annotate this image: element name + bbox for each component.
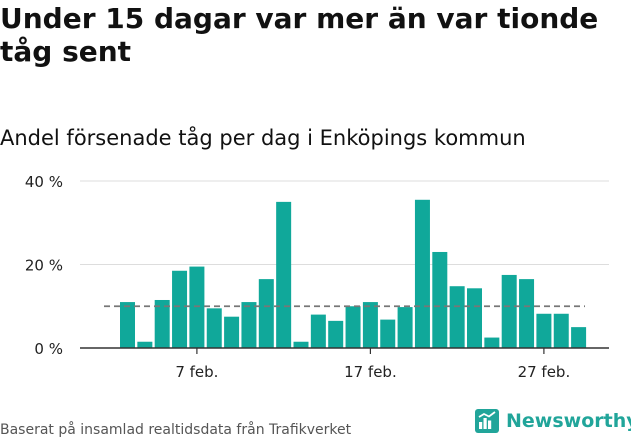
bar <box>137 341 153 348</box>
y-axis-ticks: 0 % 20 % 40 % <box>25 173 63 358</box>
x-tick-label: 27 feb. <box>518 363 571 381</box>
logo-text: Newsworthy <box>506 410 631 432</box>
bar <box>310 314 326 348</box>
newsworthy-logo: Newsworthy <box>474 408 631 434</box>
bar <box>432 251 448 348</box>
bar <box>484 337 500 348</box>
source-note: Baserat på insamlad realtidsdata från Tr… <box>0 422 352 438</box>
y-tick-label: 0 % <box>34 340 63 358</box>
bar <box>571 327 587 348</box>
bars <box>120 199 587 348</box>
bar <box>154 299 170 348</box>
newsworthy-chart-icon <box>475 409 499 433</box>
bar-chart: 0 % 20 % 40 % 7 feb. 17 feb. 27 feb. <box>25 173 609 381</box>
bar <box>519 279 535 348</box>
x-tick-label: 7 feb. <box>175 363 218 381</box>
y-tick-label: 20 % <box>25 257 63 275</box>
bar <box>241 302 257 348</box>
bar <box>172 270 188 348</box>
grid-lines <box>80 180 609 265</box>
bar <box>345 306 361 348</box>
bar <box>189 266 205 348</box>
bar <box>293 341 309 348</box>
bar <box>120 302 135 348</box>
bar <box>362 302 378 348</box>
bar <box>553 313 569 348</box>
bar <box>467 288 482 348</box>
bar <box>206 308 222 348</box>
x-axis-ticks: 7 feb. 17 feb. 27 feb. <box>175 348 570 381</box>
bar <box>397 307 413 348</box>
bar <box>536 313 552 348</box>
y-tick-label: 40 % <box>25 173 63 191</box>
chart-title: Under 15 dagar var mer än var tionde tåg… <box>0 2 599 68</box>
bar <box>414 199 430 348</box>
bar <box>258 279 274 348</box>
bar <box>276 201 292 348</box>
bar <box>328 320 344 348</box>
x-tick-label: 17 feb. <box>344 363 397 381</box>
chart-subtitle: Andel försenade tåg per dag i Enköpings … <box>0 126 526 150</box>
bar <box>449 286 465 348</box>
bar <box>501 274 517 348</box>
bar <box>380 319 396 348</box>
bar <box>224 316 240 348</box>
